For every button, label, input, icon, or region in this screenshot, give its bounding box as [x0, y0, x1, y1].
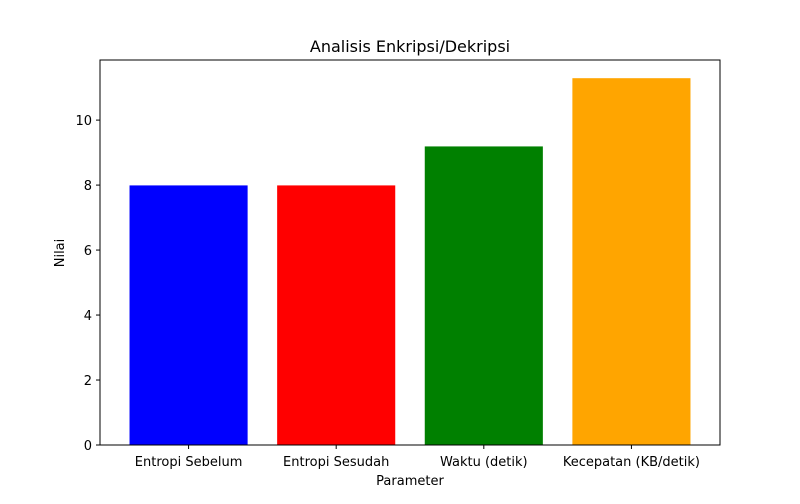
x-tick-label: Waktu (detik) — [440, 455, 528, 470]
axes-layer: Entropi Sebelum Entropi Sesudah Waktu (det… — [75, 59, 721, 470]
y-tick-label: 8 — [84, 179, 92, 194]
x-tick-label: Entropi Sesudah — [283, 455, 389, 470]
y-tick-label: 2 — [84, 374, 92, 389]
x-tick-label: Kecepatan (KB/detik) — [563, 455, 700, 470]
plot-frame — [99, 59, 721, 446]
chart-title: Analisis Enkripsi/Dekripsi — [310, 37, 510, 56]
bar — [572, 78, 691, 445]
y-tick-label: 4 — [84, 309, 92, 324]
bar — [277, 185, 396, 445]
y-tick-label: 6 — [84, 244, 92, 259]
y-tick-label: 0 — [84, 439, 92, 454]
bars-layer — [129, 78, 691, 445]
bar — [129, 185, 248, 445]
bar — [424, 146, 543, 445]
y-axis-label: Nilai — [53, 239, 68, 268]
y-tick-label: 10 — [75, 114, 92, 129]
x-tick-label: Entropi Sebelum — [135, 455, 243, 470]
x-axis-label: Parameter — [376, 474, 444, 489]
